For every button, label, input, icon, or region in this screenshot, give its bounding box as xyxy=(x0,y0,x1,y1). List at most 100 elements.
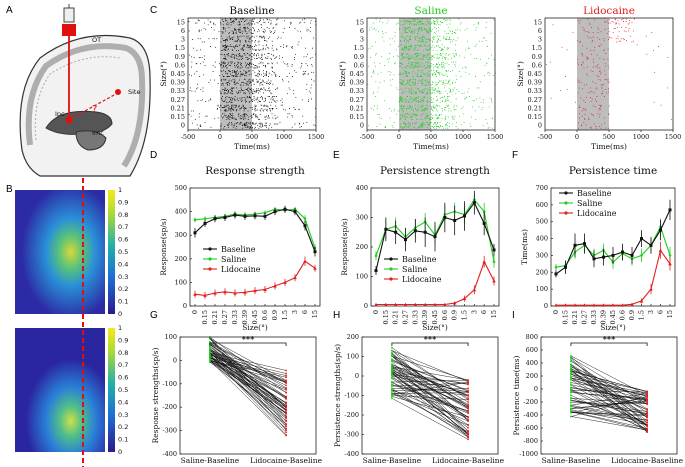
ytick-label: -400 xyxy=(162,450,177,458)
pair-line xyxy=(391,371,469,406)
raster-ylabel: Size(°) xyxy=(159,61,168,87)
legend-marker xyxy=(208,257,212,261)
significance-bracket xyxy=(391,342,469,346)
data-point xyxy=(564,265,567,269)
saline-point xyxy=(570,365,572,368)
raster-ytick-label: 0.21 xyxy=(171,104,185,112)
raster-ytick-label: 0.45 xyxy=(350,70,364,78)
saline-point xyxy=(570,386,572,389)
saline-point xyxy=(570,357,572,360)
lidocaine-point xyxy=(467,379,469,382)
panel-letter-c: C xyxy=(150,5,157,16)
data-point xyxy=(492,248,496,252)
xtick-label: 3 xyxy=(291,310,299,314)
pair-line xyxy=(209,349,287,383)
saline-point xyxy=(570,375,572,377)
pair-line xyxy=(391,355,469,421)
pair-line xyxy=(570,412,648,417)
pair-line xyxy=(391,372,469,434)
pair-line xyxy=(209,352,287,427)
data-point xyxy=(601,303,606,307)
xcat-label: Lidocaine-Baseline xyxy=(250,456,322,465)
pair-line xyxy=(391,396,469,418)
xtick-label: 1.5 xyxy=(281,310,289,320)
ytick-label: 200 xyxy=(356,243,368,251)
saline-point xyxy=(209,337,211,339)
legend-label: Saline xyxy=(402,265,428,274)
pair-line xyxy=(209,354,287,389)
data-point xyxy=(639,299,644,303)
lidocaine-point xyxy=(646,414,648,417)
lidocaine-point xyxy=(646,410,648,413)
data-point xyxy=(668,208,672,212)
chart-xlabel: Size(°) xyxy=(600,323,626,332)
legend-marker xyxy=(564,201,568,205)
xtick-label: 0.21 xyxy=(571,310,579,324)
lidocaine-point xyxy=(467,406,469,409)
raster-ytick-label: 0 xyxy=(538,122,542,130)
pair-line xyxy=(570,398,648,404)
lidocaine-point xyxy=(285,391,287,394)
data-point xyxy=(492,279,496,283)
chart-ylabel: Persistence time(ms) xyxy=(512,355,521,435)
colorbar-tick-label: 0.8 xyxy=(118,211,128,219)
raster-ytick-label: 0.9 xyxy=(532,53,542,61)
pair-line xyxy=(570,416,648,431)
series-baseline xyxy=(193,205,317,257)
heatmaps: 1 0.9 0.8 0.7 0.6 0.5 0.4 0.3 0.2 0.1 0 1 0.9 0.8 0.7 0… xyxy=(15,178,128,467)
ytick-label: 100 xyxy=(165,333,177,341)
data-point xyxy=(433,235,437,239)
ytick-label: 0 xyxy=(355,372,359,380)
raster-ytick-label: 0.9 xyxy=(175,53,185,61)
data-point xyxy=(243,290,247,294)
legend-marker xyxy=(564,191,568,195)
pair-line xyxy=(209,346,287,406)
raster-ytick-label: 0 xyxy=(360,122,364,130)
lidocaine-point xyxy=(285,429,287,432)
lidocaine-point xyxy=(646,408,648,411)
xtick-label: 0.6 xyxy=(619,310,627,320)
xtick-label: 15 xyxy=(490,310,498,318)
ytick-label: -1000 xyxy=(519,450,538,458)
ytick-label: -400 xyxy=(523,411,538,419)
lidocaine-point xyxy=(467,432,469,435)
data-point xyxy=(482,259,486,264)
saline-point xyxy=(570,369,572,372)
xtick-label: 0 xyxy=(372,310,380,314)
raster-title: Baseline xyxy=(229,5,274,17)
pair-line xyxy=(391,350,469,399)
chart-title: Response strength xyxy=(205,165,305,177)
ytick-label: 400 xyxy=(175,208,187,216)
pair-line xyxy=(570,390,648,393)
colorbar-tick-label: 0 xyxy=(118,310,122,318)
data-point xyxy=(630,253,634,257)
data-point xyxy=(263,287,267,291)
pair-line xyxy=(570,370,648,418)
significance-label: *** xyxy=(424,334,437,344)
raster-ylabel: Size(°) xyxy=(338,61,347,87)
raster-ytick-label: 1.5 xyxy=(532,44,542,52)
lidocaine-point xyxy=(467,404,469,407)
data-point xyxy=(602,255,605,259)
pair-line xyxy=(570,411,648,429)
raster-ytick-label: 3 xyxy=(360,36,364,44)
panel-letter-d: D xyxy=(150,150,157,161)
ytick-label: 200 xyxy=(536,268,548,276)
saline-point xyxy=(570,415,572,418)
pair-line xyxy=(391,379,469,383)
saline-point xyxy=(391,397,393,400)
lidocaine-point xyxy=(646,412,648,415)
pair-line xyxy=(209,352,287,433)
xtick-label: 0.33 xyxy=(411,310,419,324)
data-point xyxy=(193,231,197,235)
lidocaine-point xyxy=(285,409,287,412)
saline-point xyxy=(209,359,211,362)
panel-letter-f: F xyxy=(512,150,518,161)
ytick-label: 100 xyxy=(536,285,548,293)
paired-plot-i: 800 600 400 200 0 -200 -400 -600 -800 -1000 Saline… xyxy=(512,333,684,465)
pair-line xyxy=(570,366,648,400)
saline-point xyxy=(570,399,572,402)
saline-point xyxy=(570,377,572,379)
raster-ytick-label: 0.15 xyxy=(171,113,185,121)
